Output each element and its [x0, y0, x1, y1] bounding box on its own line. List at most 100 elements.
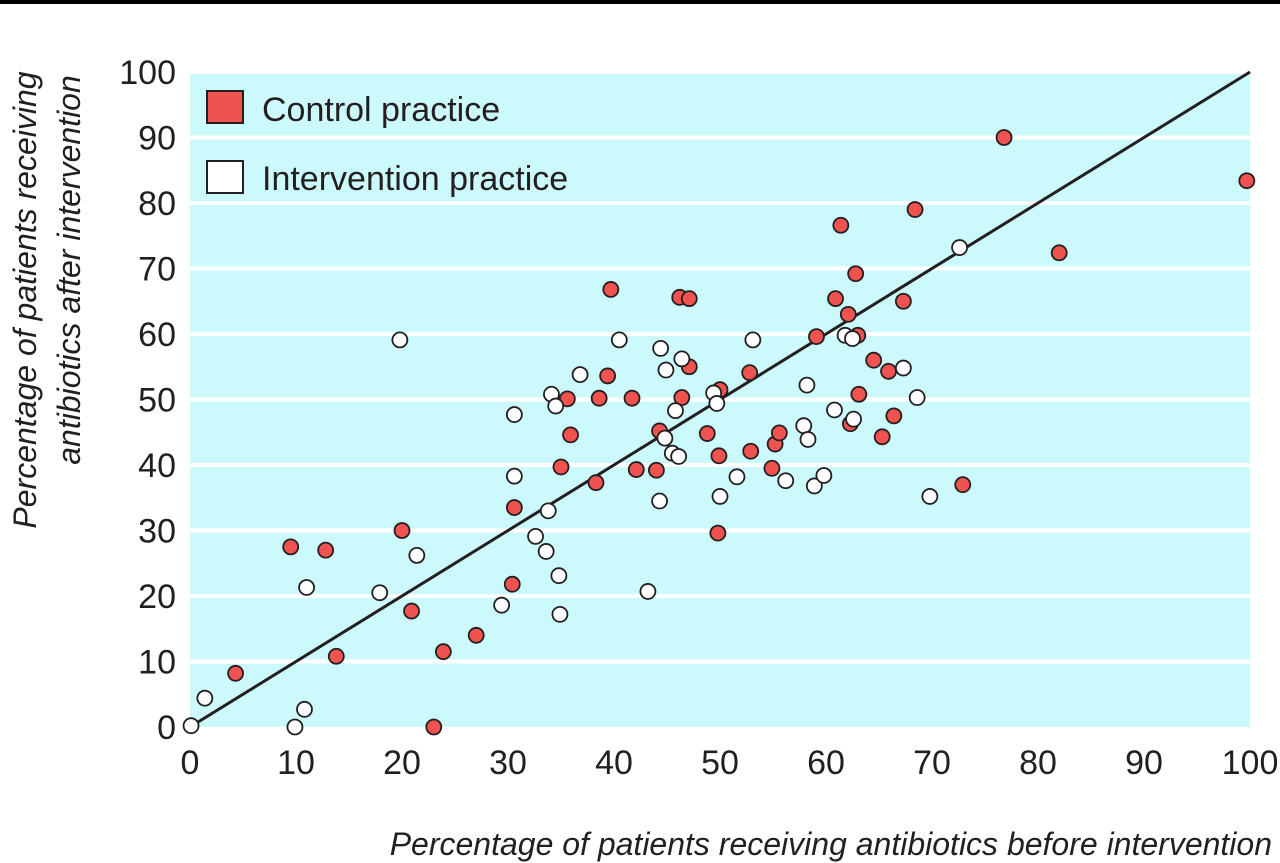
intervention-point-34 — [777, 472, 795, 490]
intervention-point-24 — [657, 361, 675, 379]
y-tick-label-20: 20 — [138, 578, 176, 616]
y-axis-title-line-1: Percentage of patients receiving — [7, 71, 43, 528]
control-point-16 — [599, 367, 617, 385]
intervention-point-0 — [182, 717, 200, 735]
intervention-point-30 — [708, 395, 726, 412]
y-tick-label-90: 90 — [138, 120, 176, 158]
control-point-7 — [434, 643, 452, 661]
intervention-point-21 — [651, 492, 668, 510]
x-tick-label-80: 80 — [1019, 744, 1057, 782]
control-point-45 — [880, 362, 897, 380]
control-point-8 — [467, 626, 485, 644]
legend-label-intervention: Intervention practice — [262, 160, 568, 198]
intervention-point-31 — [711, 488, 729, 505]
control-point-9 — [503, 575, 521, 593]
control-point-48 — [906, 201, 924, 218]
y-tick-label-100: 100 — [119, 54, 176, 92]
intervention-point-26 — [667, 402, 684, 420]
y-tick-label-50: 50 — [138, 382, 176, 420]
control-point-43 — [865, 351, 883, 369]
control-point-23 — [673, 389, 691, 406]
control-point-31 — [742, 442, 760, 460]
intervention-point-35 — [795, 417, 813, 435]
x-tick-label-100: 100 — [1222, 744, 1279, 782]
control-point-24 — [680, 290, 698, 308]
y-tick-label-70: 70 — [138, 251, 176, 289]
intervention-point-11 — [527, 527, 544, 545]
control-point-50 — [995, 129, 1013, 146]
x-tick-label-50: 50 — [701, 744, 739, 782]
intervention-point-7 — [408, 546, 426, 564]
control-point-17 — [602, 281, 620, 298]
x-tick-label-0: 0 — [181, 744, 200, 782]
control-point-13 — [562, 426, 579, 444]
control-point-32 — [763, 459, 781, 477]
grid-lines — [190, 70, 1250, 664]
intervention-point-18 — [571, 366, 589, 384]
control-point-6 — [425, 718, 443, 736]
control-point-51 — [1050, 244, 1068, 262]
intervention-point-37 — [799, 431, 817, 448]
control-point-15 — [590, 389, 608, 407]
y-tick-label-80: 80 — [138, 185, 176, 223]
control-point-0 — [227, 664, 244, 682]
intervention-point-28 — [673, 350, 691, 368]
control-point-35 — [808, 328, 825, 346]
intervention-point-38 — [805, 477, 823, 495]
legend-swatch-control — [206, 90, 244, 124]
intervention-point-32 — [728, 468, 746, 486]
intervention-point-27 — [670, 448, 688, 465]
intervention-point-16 — [550, 567, 568, 585]
intervention-point-15 — [547, 397, 565, 415]
intervention-point-44 — [894, 359, 912, 377]
y-tick-label-0: 0 — [157, 709, 176, 747]
x-axis-title: Percentage of patients receiving antibio… — [390, 826, 1272, 862]
control-point-52 — [1238, 172, 1256, 190]
control-point-11 — [552, 458, 570, 476]
control-point-46 — [885, 407, 903, 425]
intervention-point-17 — [551, 605, 569, 623]
intervention-point-9 — [505, 467, 523, 485]
intervention-point-2 — [286, 718, 304, 736]
control-point-34 — [770, 424, 788, 442]
intervention-point-47 — [951, 239, 968, 256]
intervention-point-4 — [298, 579, 316, 596]
data-points — [182, 129, 1256, 736]
legend: Control practice Intervention practice — [206, 90, 568, 198]
control-point-37 — [832, 216, 850, 234]
intervention-point-12 — [537, 543, 555, 560]
x-tick-label-10: 10 — [277, 744, 315, 782]
intervention-point-40 — [826, 401, 843, 419]
control-point-40 — [847, 265, 865, 283]
x-tick-label-60: 60 — [807, 744, 845, 782]
control-point-49 — [954, 476, 972, 494]
intervention-point-46 — [921, 488, 939, 505]
intervention-point-8 — [493, 596, 511, 614]
y-tick-label-60: 60 — [138, 316, 176, 354]
control-point-14 — [587, 474, 605, 492]
control-point-30 — [741, 364, 759, 382]
control-point-4 — [393, 522, 411, 539]
control-point-5 — [403, 602, 420, 620]
legend-label-control: Control practice — [262, 91, 500, 129]
intervention-point-10 — [505, 406, 523, 423]
intervention-point-33 — [744, 331, 762, 349]
control-point-26 — [698, 425, 716, 442]
intervention-point-6 — [391, 331, 409, 349]
x-tick-label-90: 90 — [1125, 744, 1163, 782]
control-point-42 — [850, 385, 868, 403]
control-point-44 — [873, 428, 891, 446]
intervention-point-42 — [844, 330, 861, 347]
control-point-47 — [894, 292, 912, 310]
y-tick-label-30: 30 — [138, 513, 176, 551]
control-point-2 — [317, 541, 335, 559]
intervention-point-3 — [296, 700, 313, 718]
y-tick-label-40: 40 — [138, 447, 176, 485]
intervention-point-22 — [652, 340, 670, 357]
legend-swatch-intervention — [206, 160, 244, 194]
intervention-point-45 — [908, 389, 926, 406]
intervention-point-19 — [610, 331, 628, 349]
top-rule — [0, 0, 1280, 4]
control-point-3 — [327, 647, 345, 665]
